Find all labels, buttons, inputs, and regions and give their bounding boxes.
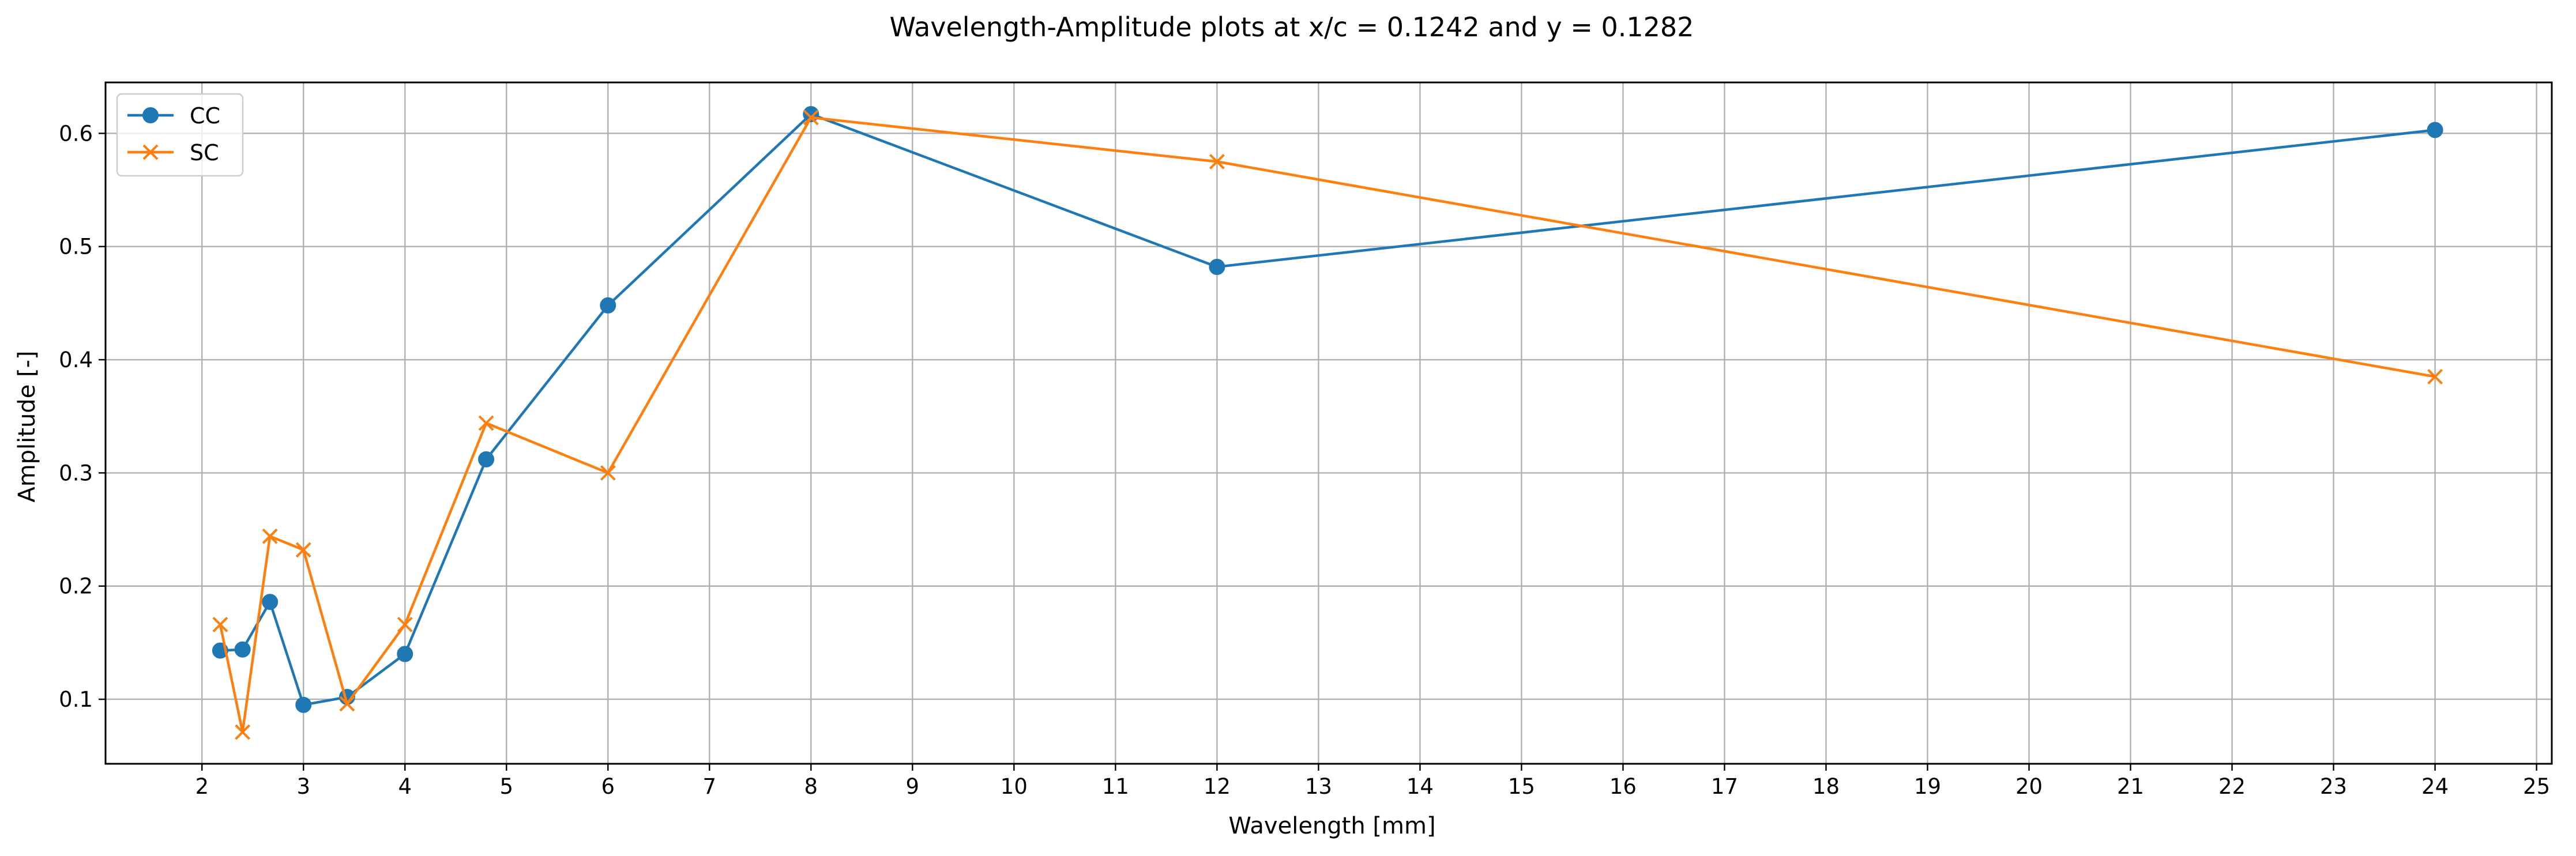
- grid: [106, 82, 2552, 764]
- x-tick-label: 11: [1102, 774, 1129, 799]
- data-point-sc: [212, 617, 228, 632]
- x-tick-label: 10: [1001, 774, 1028, 799]
- axis-ticks: 2 3 4 5 6 7 8 9 10 11 12 13 14 15 16 17 18 19 20 21 22 23 24 25…: [59, 121, 2550, 799]
- x-tick-label: 18: [1812, 774, 1840, 799]
- legend-label: SC: [190, 140, 219, 165]
- data-point-cc: [397, 646, 413, 662]
- legend-box: [116, 93, 244, 177]
- x-tick-label: 12: [1204, 774, 1231, 799]
- data-point-cc: [234, 641, 251, 658]
- x-tick-label: 15: [1508, 774, 1535, 799]
- x-axis-label: Wavelength [mm]: [1228, 813, 1435, 839]
- x-tick-label: 2: [195, 774, 209, 799]
- legend-label: CC: [190, 103, 220, 129]
- data-point-cc: [262, 594, 279, 610]
- legend-marker: [142, 107, 159, 123]
- data-point-sc: [235, 724, 251, 740]
- x-tick-label: 13: [1305, 774, 1332, 799]
- data-point-sc: [295, 542, 311, 558]
- plot-frame: [104, 81, 2553, 765]
- data-point-sc: [397, 617, 413, 632]
- x-tick-label: 20: [2015, 774, 2043, 799]
- y-tick-label: 0.3: [59, 461, 93, 485]
- x-tick-label: 14: [1407, 774, 1434, 799]
- x-tick-label: 22: [2218, 774, 2246, 799]
- series-line-cc: [220, 112, 2435, 707]
- data-point-cc: [2427, 122, 2443, 138]
- series-line-sc: [219, 116, 2435, 734]
- x-tick-label: 4: [398, 774, 412, 799]
- data-point-sc: [1209, 154, 1225, 169]
- data-point-cc: [600, 297, 616, 314]
- chart-title: Wavelength-Amplitude plots at x/c = 0.12…: [890, 12, 1694, 43]
- legend-entry-sc: SC: [127, 140, 219, 165]
- x-tick-label: 9: [906, 774, 920, 799]
- data-point-cc: [1209, 259, 1225, 276]
- x-tick-label: 19: [1914, 774, 1941, 799]
- y-tick-label: 0.5: [59, 235, 93, 259]
- data-point-cc: [295, 696, 312, 713]
- data-point-sc: [478, 415, 494, 431]
- series-cc: [212, 105, 2443, 713]
- x-tick-label: 8: [804, 774, 818, 799]
- data-point-sc: [262, 528, 278, 544]
- y-tick-label: 0.1: [59, 687, 93, 712]
- legend: CC SC: [116, 93, 244, 177]
- x-tick-label: 24: [2421, 774, 2449, 799]
- x-tick-label: 16: [1609, 774, 1637, 799]
- y-tick-label: 0.4: [59, 348, 93, 372]
- series-sc: [212, 110, 2443, 740]
- legend-marker: [142, 144, 159, 160]
- data-point-sc: [339, 696, 355, 712]
- y-tick-label: 0.6: [59, 121, 93, 146]
- data-point-sc: [2427, 369, 2443, 384]
- x-tick-label: 3: [296, 774, 310, 799]
- x-tick-label: 17: [1711, 774, 1738, 799]
- x-tick-label: 7: [703, 774, 717, 799]
- data-point-sc: [803, 110, 819, 126]
- x-tick-label: 23: [2320, 774, 2347, 799]
- x-tick-label: 21: [2117, 774, 2144, 799]
- plot-series: [212, 105, 2443, 740]
- legend-entry-cc: CC: [127, 103, 220, 129]
- x-tick-label: 6: [601, 774, 615, 799]
- data-point-sc: [600, 465, 616, 481]
- data-point-cc: [478, 451, 495, 467]
- x-tick-label: 25: [2523, 774, 2550, 799]
- y-tick-label: 0.2: [59, 574, 93, 599]
- x-tick-label: 5: [499, 774, 513, 799]
- y-axis-label: Amplitude [-]: [14, 350, 40, 502]
